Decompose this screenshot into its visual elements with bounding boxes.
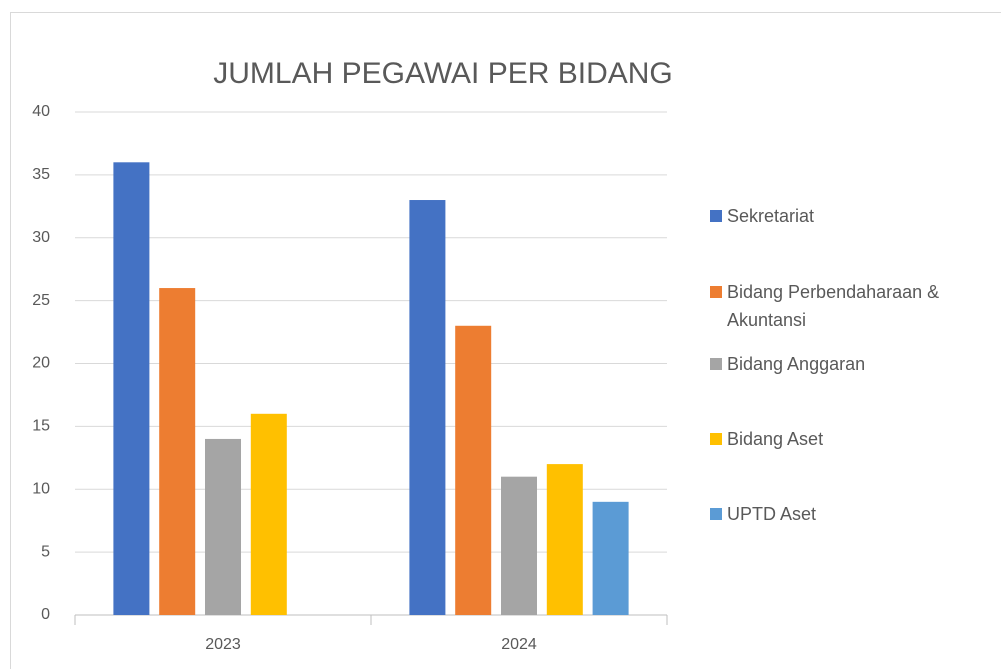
y-tick-label: 0 [41, 606, 50, 623]
y-tick-label: 5 [41, 543, 50, 560]
bar [455, 325, 492, 615]
x-tick-label: 2024 [501, 636, 537, 653]
y-tick-label: 30 [32, 229, 50, 246]
legend-label: Bidang Aset [727, 429, 824, 449]
bar [409, 200, 446, 615]
chart-title: JUMLAH PEGAWAI PER BIDANG [213, 57, 673, 90]
legend-item: Bidang Anggaran [710, 350, 1000, 378]
bar [159, 288, 196, 615]
y-tick-label: 25 [32, 292, 50, 309]
legend-label: Bidang Perbendaharaan & Akuntansi [727, 282, 940, 330]
bar [592, 501, 629, 615]
legend-swatch [710, 358, 722, 370]
legend-label: Bidang Anggaran [727, 354, 866, 374]
legend-item: Sekretariat [710, 202, 1000, 230]
bar [113, 162, 150, 616]
bar [250, 413, 287, 615]
x-tick-label: 2023 [205, 636, 241, 653]
bar [501, 476, 537, 615]
legend-item: Bidang Aset [710, 425, 1000, 453]
legend-swatch [710, 508, 722, 520]
y-tick-label: 40 [32, 103, 50, 120]
chart-frame [10, 12, 1001, 669]
bar [205, 438, 241, 615]
legend-swatch [710, 210, 722, 222]
y-tick-label: 20 [32, 355, 50, 372]
legend-label: UPTD Aset [727, 504, 817, 524]
legend-item: Bidang Perbendaharaan & Akuntansi [710, 278, 1000, 334]
legend-item: UPTD Aset [710, 500, 1000, 528]
legend-label: Sekretariat [727, 206, 815, 226]
legend-swatch [710, 433, 722, 445]
y-tick-label: 10 [32, 480, 50, 497]
bar [546, 464, 583, 615]
y-tick-label: 35 [32, 166, 50, 183]
legend-swatch [710, 286, 722, 298]
y-tick-label: 15 [32, 418, 50, 435]
